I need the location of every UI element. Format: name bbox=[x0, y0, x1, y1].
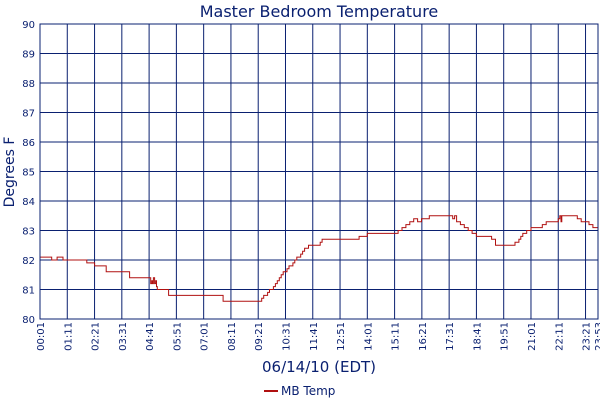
x-tick-label: 21:01 bbox=[527, 322, 538, 351]
series-line-0 bbox=[40, 215, 598, 302]
x-tick-label: 12:51 bbox=[336, 322, 347, 351]
y-tick-label: 84 bbox=[22, 197, 35, 208]
legend-label: MB Temp bbox=[281, 384, 335, 398]
x-tick-label: 17:31 bbox=[445, 322, 456, 351]
y-axis-label: Degrees F bbox=[2, 137, 18, 208]
x-tick-label: 14:01 bbox=[363, 322, 374, 351]
x-tick-label: 23:21 bbox=[582, 322, 593, 351]
y-tick-label: 88 bbox=[22, 79, 35, 90]
y-tick-label: 90 bbox=[22, 20, 35, 31]
y-tick-label: 81 bbox=[22, 286, 35, 297]
x-tick-label: 16:21 bbox=[418, 322, 429, 351]
x-tick-label: 03:31 bbox=[118, 322, 129, 351]
plot-frame bbox=[39, 23, 599, 320]
y-tick-label: 86 bbox=[22, 138, 35, 149]
y-tick-labels: 80 81 82 83 84 85 86 87 88 89 90 bbox=[22, 20, 35, 326]
x-tick-label: 00:01 bbox=[36, 322, 47, 351]
x-tick-label: 02:21 bbox=[91, 322, 102, 351]
x-tick-label: 18:41 bbox=[472, 322, 483, 351]
x-tick-label: 05:51 bbox=[172, 322, 183, 351]
y-tick-label: 89 bbox=[22, 50, 35, 61]
x-tick-label: 11:41 bbox=[309, 322, 320, 351]
y-tick-label: 80 bbox=[22, 315, 35, 326]
y-tick-label: 85 bbox=[22, 168, 35, 179]
x-tick-label: 10:31 bbox=[281, 322, 292, 351]
x-axis-label: 06/14/10 (EDT) bbox=[262, 358, 376, 376]
x-tick-labels: 00:01 01:11 02:21 03:31 04:41 05:51 07:01 08:11… bbox=[36, 322, 600, 351]
x-tick-label: 01:11 bbox=[63, 322, 74, 351]
x-tick-label: 15:11 bbox=[391, 322, 402, 351]
y-tick-label: 87 bbox=[22, 109, 35, 120]
series-layer bbox=[40, 215, 598, 302]
x-tick-label: 08:11 bbox=[227, 322, 238, 351]
x-tick-label: 04:41 bbox=[145, 322, 156, 351]
y-tick-label: 82 bbox=[22, 256, 35, 267]
legend: MB Temp bbox=[264, 384, 335, 398]
x-tick-label: 19:51 bbox=[500, 322, 511, 351]
x-tick-label: 09:21 bbox=[254, 322, 265, 351]
x-tick-label: 07:01 bbox=[200, 322, 211, 351]
x-tick-label: 22:11 bbox=[554, 322, 565, 351]
x-tick-label: 23:53 bbox=[594, 322, 600, 351]
chart-title: Master Bedroom Temperature bbox=[200, 2, 439, 21]
y-tick-label: 83 bbox=[22, 227, 35, 238]
